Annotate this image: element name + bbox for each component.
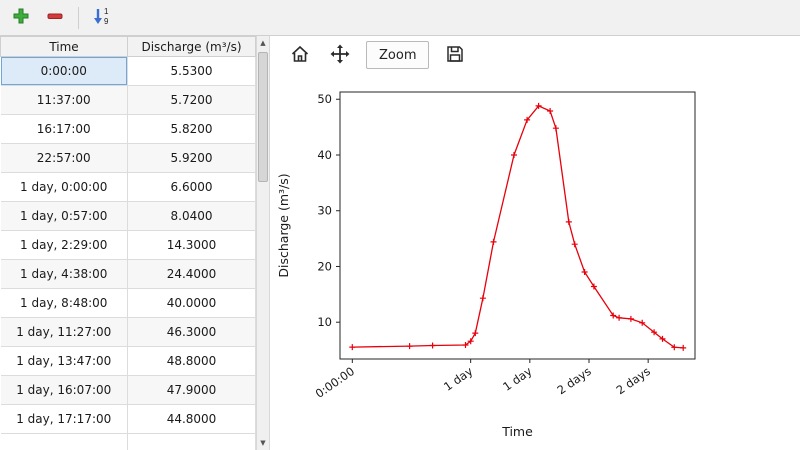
- table-row: 1 day, 11:27:00 46.3000: [0, 317, 256, 347]
- time-cell[interactable]: 1 day, 11:27:00: [0, 317, 128, 347]
- main-toolbar: 1 9: [0, 0, 800, 36]
- plus-icon: [12, 7, 30, 28]
- column-header-discharge[interactable]: Discharge (m³/s): [127, 36, 256, 57]
- chart-area: 10 20 30 40 50 0:00:00 1 day 1 day 2 days 2 days T…: [270, 74, 800, 450]
- main-content: Time Discharge (m³/s) 0:00:00 5.5300 11:…: [0, 36, 800, 450]
- svg-text:1 day: 1 day: [500, 364, 535, 394]
- time-cell[interactable]: 0:00:00: [0, 56, 128, 86]
- discharge-cell[interactable]: 24.4000: [127, 259, 256, 289]
- minus-icon: [46, 7, 64, 28]
- delete-row-button[interactable]: [42, 5, 68, 31]
- time-cell[interactable]: 1 day, 4:38:00: [0, 259, 128, 289]
- toolbar-separator: [78, 6, 79, 29]
- svg-text:Discharge (m³/s): Discharge (m³/s): [276, 173, 291, 277]
- svg-text:30: 30: [317, 204, 332, 218]
- time-cell[interactable]: 1 day, 8:48:00: [0, 288, 128, 318]
- discharge-cell[interactable]: 46.3000: [127, 317, 256, 347]
- hydrograph-table: Time Discharge (m³/s) 0:00:00 5.5300 11:…: [0, 36, 256, 450]
- table-row: 0:00:00 5.5300: [0, 56, 256, 86]
- scrollbar-track[interactable]: [257, 50, 269, 436]
- table-row: 1 day, 0:00:00 6.6000: [0, 172, 256, 202]
- table-row: 22:57:00 5.9200: [0, 143, 256, 173]
- zoom-button[interactable]: Zoom: [366, 41, 430, 69]
- table-row: 16:17:00 5.8200: [0, 114, 256, 144]
- discharge-cell[interactable]: 5.9200: [127, 143, 256, 173]
- discharge-cell[interactable]: 6.6000: [127, 172, 256, 202]
- hydrograph-table-panel: Time Discharge (m³/s) 0:00:00 5.5300 11:…: [0, 36, 256, 450]
- table-row: 1 day, 8:48:00 40.0000: [0, 288, 256, 318]
- table-row: 1 day, 2:29:00 14.3000: [0, 230, 256, 260]
- svg-text:1 day: 1 day: [441, 364, 476, 394]
- discharge-cell[interactable]: 5.5300: [127, 56, 256, 86]
- hydrograph-plot-canvas[interactable]: 10 20 30 40 50 0:00:00 1 day 1 day 2 days 2 days T…: [270, 74, 800, 450]
- table-row: 1 day, 13:47:00 48.8000: [0, 346, 256, 376]
- svg-text:2 days: 2 days: [554, 364, 593, 397]
- column-header-time[interactable]: Time: [0, 36, 128, 57]
- svg-text:40: 40: [317, 148, 332, 162]
- time-cell[interactable]: 1 day, 16:07:00: [0, 375, 128, 405]
- time-cell[interactable]: 16:17:00: [0, 114, 128, 144]
- time-cell[interactable]: 1 day, 13:47:00: [0, 346, 128, 376]
- discharge-cell[interactable]: 8.0400: [127, 201, 256, 231]
- discharge-cell[interactable]: 44.8000: [127, 404, 256, 434]
- time-cell[interactable]: 1 day, 0:57:00: [0, 201, 128, 231]
- svg-text:2 days: 2 days: [614, 364, 653, 397]
- table-row: 1 day, 17:17:00 44.8000: [0, 404, 256, 434]
- table-body: 0:00:00 5.5300 11:37:00 5.7200 16:17:00 …: [0, 56, 256, 450]
- chart-panel: Zoom 10 20 30 40 50 0:00:00 1 day 1 day 2 days 2 …: [270, 36, 800, 450]
- svg-text:0:00:00: 0:00:00: [313, 364, 357, 401]
- time-cell[interactable]: 1 day, 0:00:00: [0, 172, 128, 202]
- table-header-row: Time Discharge (m³/s): [0, 36, 256, 57]
- sort-numeric-ascending-icon: 1 9: [92, 6, 112, 29]
- discharge-cell[interactable]: 47.9000: [127, 375, 256, 405]
- time-cell[interactable]: 1 day, 2:29:00: [0, 230, 128, 260]
- svg-text:20: 20: [317, 259, 332, 273]
- svg-text:9: 9: [104, 17, 109, 26]
- sort-rows-button[interactable]: 1 9: [89, 5, 115, 31]
- home-icon: [290, 44, 310, 67]
- table-row: 1 day, 0:57:00 8.0400: [0, 201, 256, 231]
- discharge-cell[interactable]: 48.8000: [127, 346, 256, 376]
- discharge-cell[interactable]: 5.8200: [127, 114, 256, 144]
- save-icon: [445, 44, 465, 67]
- svg-text:10: 10: [317, 315, 332, 329]
- time-cell: [0, 433, 128, 450]
- svg-text:Time: Time: [501, 424, 533, 439]
- discharge-cell[interactable]: 14.3000: [127, 230, 256, 260]
- discharge-cell: [127, 433, 256, 450]
- table-row: [0, 433, 256, 450]
- time-cell[interactable]: 22:57:00: [0, 143, 128, 173]
- scrollbar-thumb[interactable]: [258, 52, 268, 182]
- scroll-up-button[interactable]: ▲: [257, 36, 269, 50]
- pan-arrows-icon: [330, 44, 350, 67]
- discharge-cell[interactable]: 5.7200: [127, 85, 256, 115]
- home-reset-view-button[interactable]: [286, 41, 314, 69]
- save-figure-button[interactable]: [441, 41, 469, 69]
- svg-text:50: 50: [317, 92, 332, 106]
- table-row: 1 day, 4:38:00 24.4000: [0, 259, 256, 289]
- svg-text:1: 1: [104, 7, 109, 16]
- table-row: 1 day, 16:07:00 47.9000: [0, 375, 256, 405]
- time-cell[interactable]: 1 day, 17:17:00: [0, 404, 128, 434]
- add-row-button[interactable]: [8, 5, 34, 31]
- table-scrollbar[interactable]: ▲ ▼: [256, 36, 270, 450]
- scroll-down-button[interactable]: ▼: [257, 436, 269, 450]
- table-row: 11:37:00 5.7200: [0, 85, 256, 115]
- pan-button[interactable]: [326, 41, 354, 69]
- discharge-cell[interactable]: 40.0000: [127, 288, 256, 318]
- chart-toolbar: Zoom: [270, 36, 800, 74]
- time-cell[interactable]: 11:37:00: [0, 85, 128, 115]
